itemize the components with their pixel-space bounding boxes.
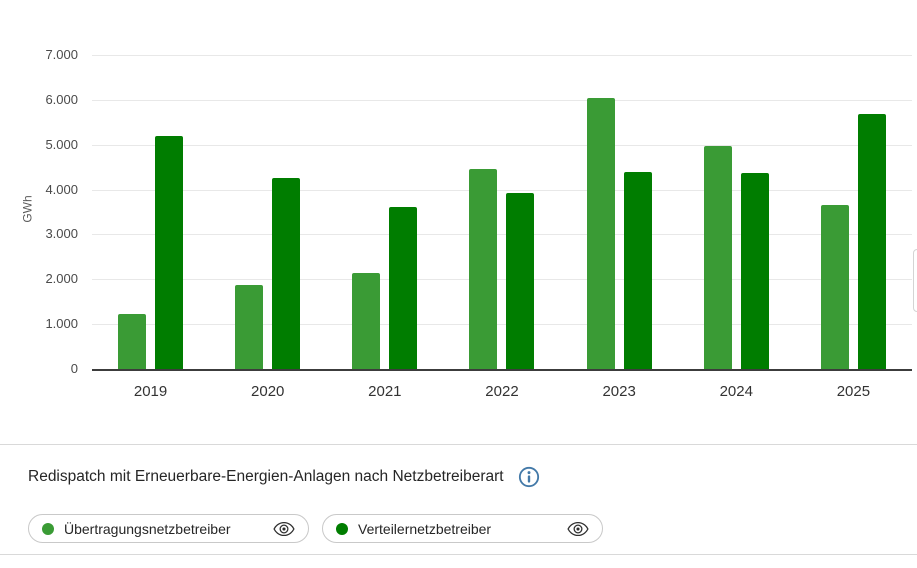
legend-chip-uebertragungsnetzbetreiber[interactable]: Übertragungsnetzbetreiber <box>28 514 309 543</box>
divider-line-bottom <box>0 554 917 555</box>
category-band-2025 <box>795 55 912 369</box>
bar-2022-Übertragungsnetzbetreiber[interactable] <box>469 168 498 369</box>
x-tick-label: 2024 <box>719 383 753 400</box>
bar-2023-Übertragungsnetzbetreiber[interactable] <box>586 97 615 369</box>
category-band-2023 <box>561 55 678 369</box>
info-icon[interactable] <box>518 466 540 488</box>
chart-title: Redispatch mit Erneuerbare-Energien-Anla… <box>28 468 504 485</box>
eye-icon[interactable] <box>273 521 295 537</box>
clipped-side-panel <box>913 249 917 312</box>
y-tick-label: 1.000 <box>45 316 78 332</box>
y-axis-labels: 0 1.000 2.000 3.000 4.000 5.000 6.000 7.000 <box>0 0 78 400</box>
series-color-dot <box>42 522 54 535</box>
bar-2025-Übertragungsnetzbetreiber[interactable] <box>820 205 849 369</box>
bar-2021-Übertragungsnetzbetreiber[interactable] <box>352 273 381 369</box>
y-axis-unit-label: GWh <box>20 195 35 223</box>
y-tick-label: 7.000 <box>45 47 78 62</box>
gridline <box>92 279 912 281</box>
category-band-2019 <box>92 55 209 369</box>
y-tick-label: 4.000 <box>45 181 78 197</box>
x-tick-label: 2025 <box>836 383 871 400</box>
bar-2020-Übertragungsnetzbetreiber[interactable] <box>235 285 264 369</box>
divider-line-top <box>0 444 917 445</box>
plot-area <box>92 55 912 371</box>
y-tick-label: 3.000 <box>45 226 78 242</box>
eye-icon[interactable] <box>567 521 589 537</box>
y-tick-label: 0 <box>70 361 78 376</box>
bar-2019-Übertragungsnetzbetreiber[interactable] <box>118 314 147 369</box>
x-tick-label: 2023 <box>602 383 636 400</box>
gridline <box>92 189 912 191</box>
series-color-dot <box>336 522 348 535</box>
gridline <box>92 324 912 326</box>
category-band-2020 <box>209 55 326 369</box>
gridline <box>92 234 912 236</box>
gridline <box>92 144 912 146</box>
legend-chip-label: Verteilernetzbetreiber <box>358 520 492 537</box>
y-tick-label: 2.000 <box>45 271 78 287</box>
bar-2024-Übertragungsnetzbetreiber[interactable] <box>703 145 732 369</box>
bar-2021-Verteilernetzbetreiber[interactable] <box>389 206 418 369</box>
bar-2024-Verteilernetzbetreiber[interactable] <box>740 172 769 369</box>
y-tick-label: 6.000 <box>45 91 78 107</box>
bar-2020-Verteilernetzbetreiber[interactable] <box>272 178 301 369</box>
x-axis-labels: 2019 2020 2021 2022 2023 2024 2025 <box>92 383 912 400</box>
x-tick-label: 2020 <box>251 383 285 400</box>
category-band-2022 <box>443 55 560 369</box>
bar-2025-Verteilernetzbetreiber[interactable] <box>857 113 886 369</box>
bar-2019-Verteilernetzbetreiber[interactable] <box>155 135 184 369</box>
chart-title-row: Redispatch mit Erneuerbare-Energien-Anla… <box>28 466 540 488</box>
legend-chip-label: Übertragungsnetzbetreiber <box>64 520 231 537</box>
bar-2023-Verteilernetzbetreiber[interactable] <box>623 171 652 369</box>
category-band-2021 <box>326 55 443 369</box>
gridline <box>92 55 912 56</box>
x-tick-label: 2019 <box>133 383 168 400</box>
category-band-2024 <box>678 55 795 369</box>
bar-2022-Verteilernetzbetreiber[interactable] <box>506 192 535 369</box>
legend: Übertragungsnetzbetreiber Verteilernetzb… <box>28 514 603 543</box>
x-tick-label: 2021 <box>368 383 402 400</box>
gridline <box>92 99 912 101</box>
y-tick-label: 5.000 <box>45 136 78 152</box>
x-tick-label: 2022 <box>485 383 519 400</box>
legend-chip-verteilernetzbetreiber[interactable]: Verteilernetzbetreiber <box>322 514 603 543</box>
